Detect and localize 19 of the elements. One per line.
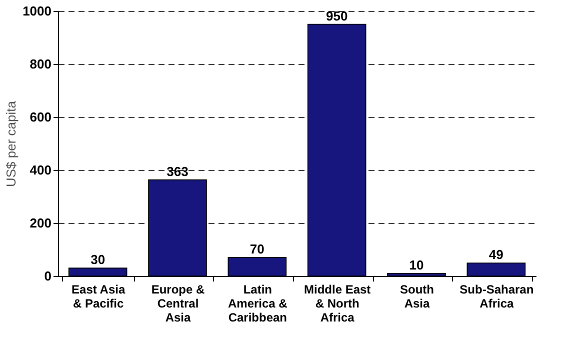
y-tick-label: 200: [30, 216, 52, 230]
x-tick-label: Latin America & Caribbean: [228, 282, 288, 324]
data-label: 363: [166, 164, 188, 179]
y-axis-title: US$ per capita: [4, 100, 19, 187]
y-tick-label: 1000: [22, 4, 52, 18]
x-tick-label: Sub-Saharan Africa: [460, 282, 534, 310]
x-tick-label: Middle East & North Africa: [304, 282, 371, 324]
data-label: 30: [90, 252, 106, 268]
data-label: 49: [488, 247, 504, 262]
data-label: 10: [409, 257, 424, 272]
data-label: 950: [326, 8, 348, 24]
x-tick-label: Europe & Central Asia: [151, 282, 205, 324]
x-tick-label: East Asia & Pacific: [72, 282, 126, 310]
data-label: 70: [250, 241, 264, 256]
y-tick-label: 400: [30, 162, 52, 178]
y-tick-label: 0: [44, 268, 52, 284]
y-tick-label: 600: [30, 110, 52, 124]
x-tick-label: South Asia: [400, 282, 434, 310]
y-tick-label: 800: [30, 56, 52, 72]
